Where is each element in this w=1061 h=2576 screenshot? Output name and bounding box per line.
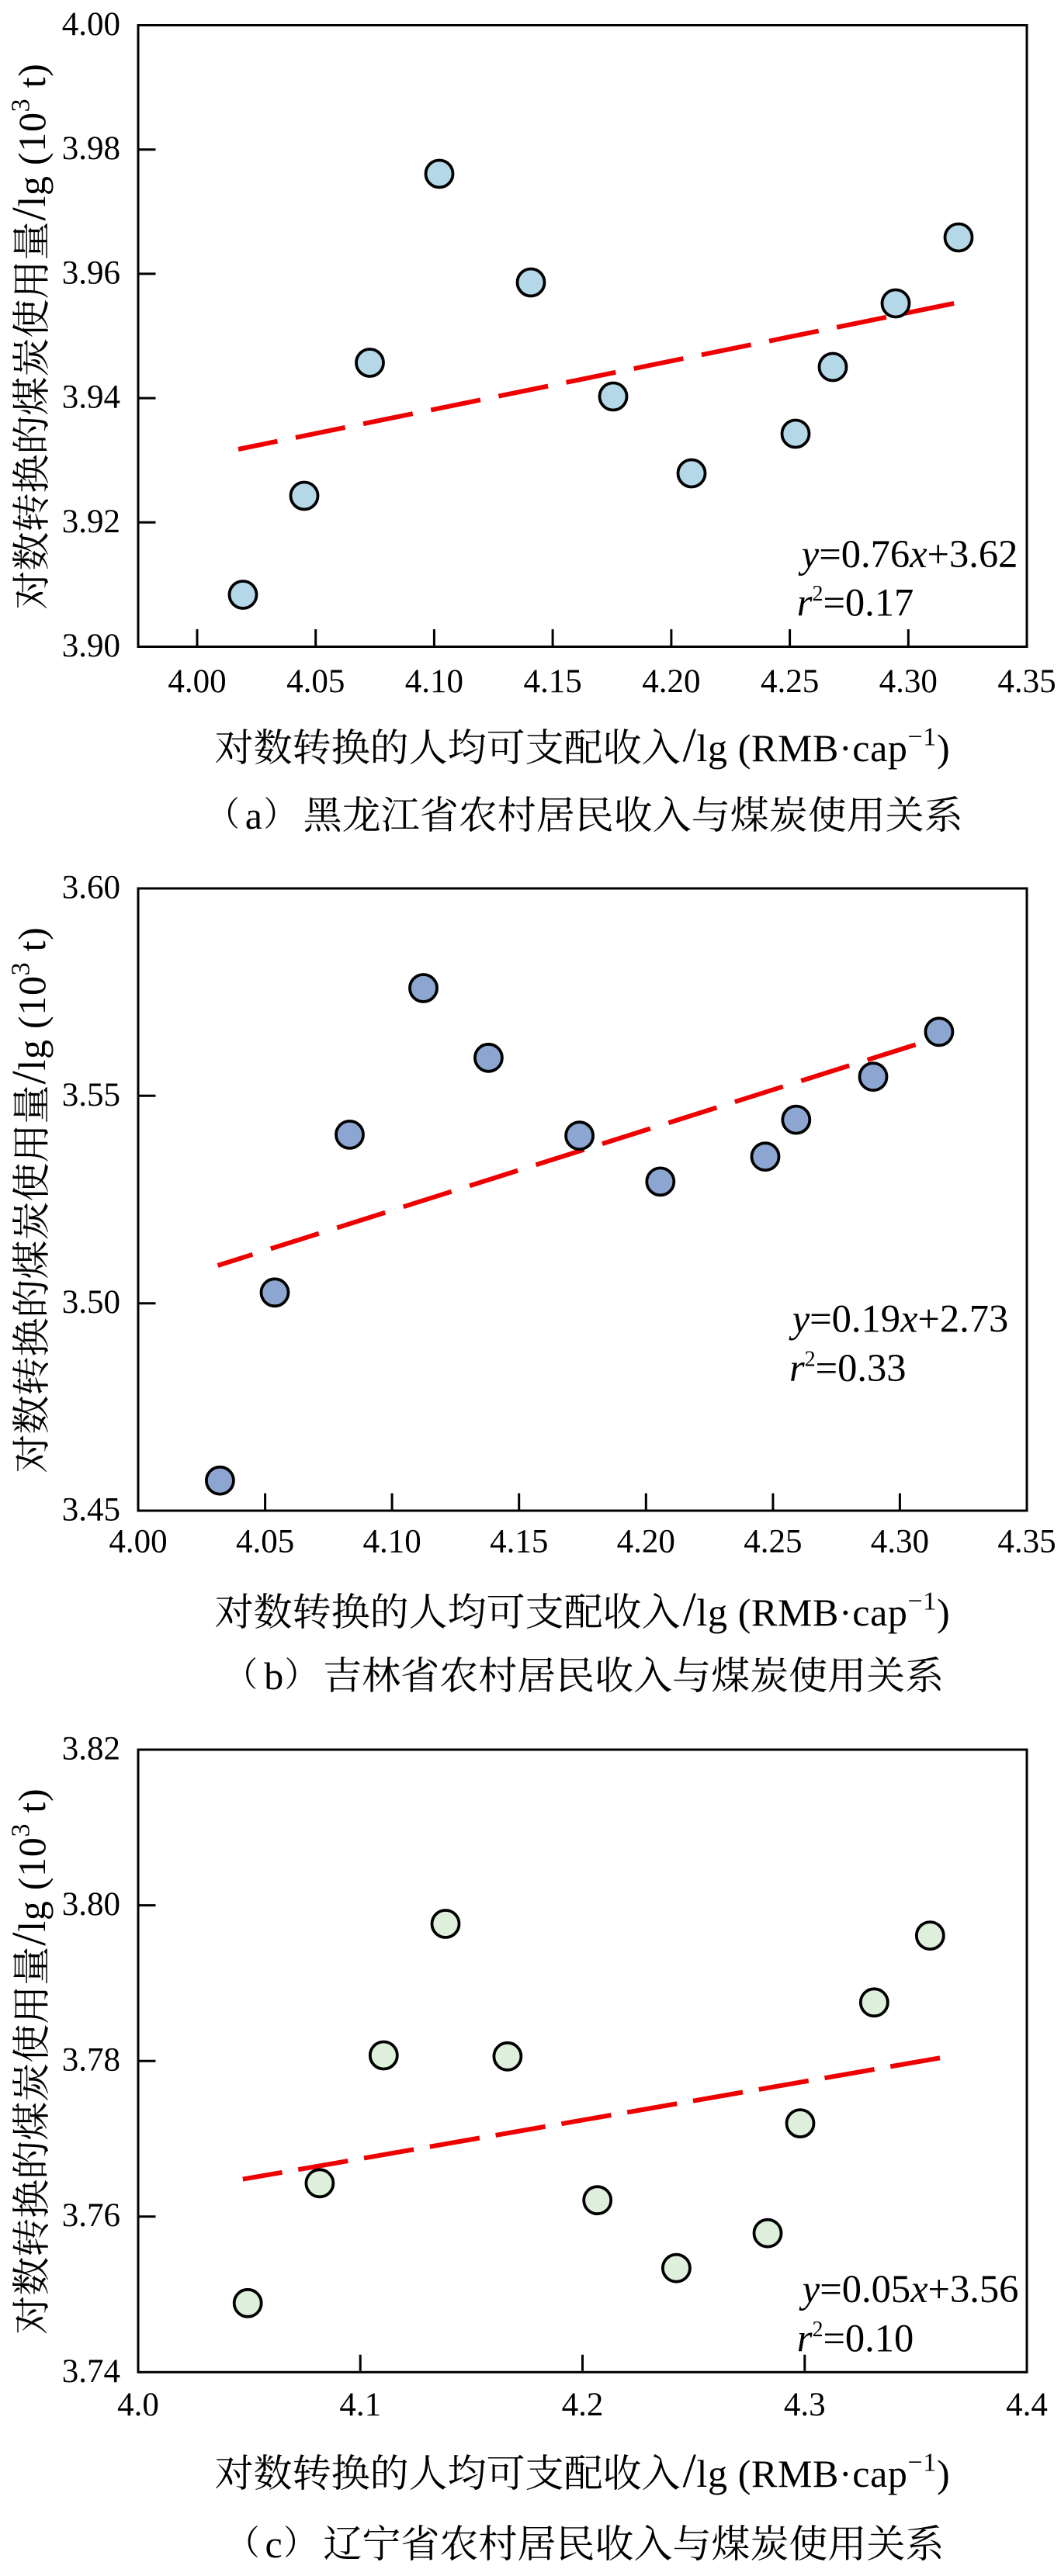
svg-text:3.96: 3.96: [62, 254, 120, 291]
svg-text:3.98: 3.98: [62, 130, 120, 167]
svg-text:/lg (103 t): /lg (103 t): [3, 63, 56, 220]
svg-text:/lg (103 t): /lg (103 t): [3, 1788, 56, 1946]
svg-text:3.92: 3.92: [62, 504, 120, 540]
svg-text:4.4: 4.4: [1006, 2387, 1048, 2423]
svg-text:c: c: [265, 2522, 283, 2566]
svg-text:a: a: [245, 794, 262, 837]
svg-text:/lg (RMB·cap−1): /lg (RMB·cap−1): [683, 719, 951, 772]
svg-text:4.25: 4.25: [744, 1524, 802, 1560]
svg-text:4.30: 4.30: [879, 663, 938, 700]
svg-text:3.76: 3.76: [62, 2197, 120, 2234]
svg-text:3.90: 3.90: [62, 628, 120, 664]
svg-text:4.30: 4.30: [871, 1524, 929, 1560]
svg-text:4.35: 4.35: [997, 663, 1056, 700]
svg-text:4.10: 4.10: [405, 663, 463, 700]
svg-text:4.35: 4.35: [997, 1524, 1056, 1560]
svg-text:3.94: 3.94: [62, 379, 120, 416]
svg-text:y=0.76x+3.62: y=0.76x+3.62: [798, 532, 1018, 576]
svg-text:4.2: 4.2: [562, 2387, 604, 2423]
svg-text:3.45: 3.45: [62, 1492, 120, 1529]
svg-text:3.74: 3.74: [62, 2353, 120, 2390]
svg-text:/lg (RMB·cap−1): /lg (RMB·cap−1): [683, 1584, 951, 1636]
svg-text:4.20: 4.20: [642, 663, 700, 700]
svg-text:3.55: 3.55: [62, 1077, 120, 1113]
svg-text:4.05: 4.05: [236, 1524, 294, 1560]
svg-text:3.50: 3.50: [62, 1284, 120, 1321]
svg-text:4.25: 4.25: [761, 663, 819, 700]
svg-text:/lg (103 t): /lg (103 t): [3, 926, 56, 1084]
svg-text:/lg (RMB·cap−1): /lg (RMB·cap−1): [683, 2445, 951, 2498]
svg-text:4.05: 4.05: [286, 663, 345, 700]
svg-text:4.15: 4.15: [490, 1524, 548, 1560]
svg-text:y=0.19x+2.73: y=0.19x+2.73: [789, 1297, 1009, 1341]
svg-text:4.0: 4.0: [117, 2387, 159, 2423]
svg-text:4.20: 4.20: [617, 1524, 675, 1560]
svg-text:4.10: 4.10: [362, 1524, 421, 1560]
svg-text:r2=0.33: r2=0.33: [789, 1346, 907, 1390]
svg-text:3.80: 3.80: [62, 1886, 120, 1923]
svg-text:r2=0.10: r2=0.10: [797, 2317, 914, 2360]
svg-text:3.60: 3.60: [62, 870, 120, 906]
svg-text:r2=0.17: r2=0.17: [797, 581, 914, 625]
svg-text:4.15: 4.15: [523, 663, 581, 700]
svg-text:4.00: 4.00: [168, 663, 226, 700]
svg-text:4.1: 4.1: [339, 2387, 381, 2423]
svg-text:4.3: 4.3: [784, 2387, 826, 2423]
svg-text:b: b: [264, 1654, 283, 1698]
svg-text:4.00: 4.00: [109, 1524, 167, 1560]
svg-text:3.78: 3.78: [62, 2042, 120, 2079]
svg-text:3.82: 3.82: [62, 1731, 120, 1768]
svg-text:4.00: 4.00: [62, 6, 120, 43]
svg-text:y=0.05x+3.56: y=0.05x+3.56: [799, 2267, 1019, 2311]
